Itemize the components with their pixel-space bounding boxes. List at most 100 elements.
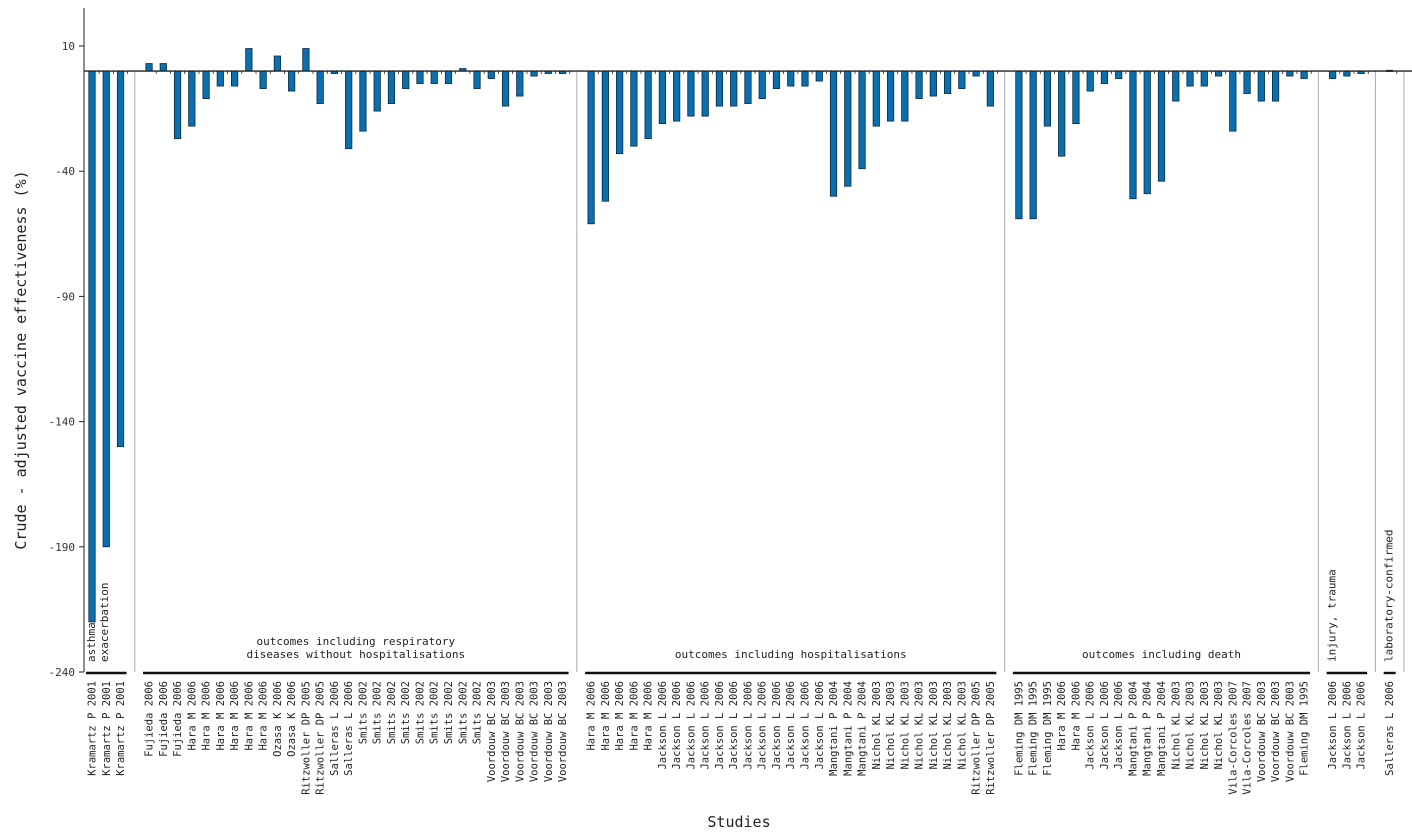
bar bbox=[829, 70, 838, 197]
category-label: Nichol KL 2003 bbox=[885, 681, 897, 770]
category-label: Nichol KL 2003 bbox=[899, 681, 911, 770]
bar bbox=[1157, 70, 1166, 182]
category-label: Ritzwoller DP 2005 bbox=[985, 681, 997, 795]
category-label: Mangtani P 2004 bbox=[857, 681, 869, 776]
category-label: Hara M 2006 bbox=[643, 681, 655, 751]
bar bbox=[944, 70, 952, 94]
bar bbox=[1300, 70, 1308, 79]
bar bbox=[630, 70, 638, 147]
bar bbox=[188, 70, 196, 127]
category-label: Hara M 2006 bbox=[201, 681, 213, 751]
category-label: Fleming DM 1995 bbox=[1013, 681, 1025, 776]
category-label: Smits 2002 bbox=[429, 681, 441, 744]
category-label: Nichol KL 2003 bbox=[942, 681, 954, 770]
bar bbox=[1172, 70, 1180, 102]
category-label: Smits 2002 bbox=[400, 681, 412, 744]
category-label: Nichol KL 2003 bbox=[1185, 681, 1197, 770]
category-label: Nichol KL 2003 bbox=[914, 681, 926, 770]
category-label: Voordouw BC 2003 bbox=[1256, 681, 1268, 782]
category-label: Mangtani P 2004 bbox=[842, 681, 854, 776]
group-label: outcomes including death bbox=[1082, 648, 1241, 661]
category-label: Ritzwoller DP 2005 bbox=[315, 681, 327, 795]
bar bbox=[373, 70, 381, 112]
category-label: Jackson L 2006 bbox=[671, 681, 683, 770]
category-label: Smits 2002 bbox=[372, 681, 384, 744]
group-label: outcomes including hospitalisations bbox=[675, 648, 907, 661]
y-tick-label: -240 bbox=[49, 666, 76, 679]
category-label: Jackson L 2006 bbox=[771, 681, 783, 770]
category-label: Nichol KL 2003 bbox=[1199, 681, 1211, 770]
category-label: Jackson L 2006 bbox=[1356, 681, 1368, 770]
category-label: Nichol KL 2003 bbox=[956, 681, 968, 770]
category-label: Nichol KL 2003 bbox=[1213, 681, 1225, 770]
category-label: Hara M 2006 bbox=[186, 681, 198, 751]
category-label: Hara M 2006 bbox=[614, 681, 626, 751]
category-label: Jackson L 2006 bbox=[657, 681, 669, 770]
bar bbox=[230, 70, 239, 87]
bar bbox=[787, 70, 795, 87]
category-labels: Kramartz P 2001 Kramartz P 2001 Kramartz P… bbox=[87, 681, 1397, 795]
bar bbox=[359, 70, 367, 132]
category-label: Kramartz P 2001 bbox=[115, 681, 127, 776]
bar bbox=[345, 70, 353, 150]
category-label: Hara M 2006 bbox=[229, 681, 241, 751]
y-axis: 10 -40 -90 -140 -190 -240 bbox=[49, 8, 85, 679]
bar bbox=[316, 70, 324, 104]
category-label: Jackson L 2006 bbox=[814, 681, 826, 770]
bar bbox=[159, 63, 167, 72]
bar bbox=[1329, 70, 1337, 79]
category-label: Voordouw BC 2003 bbox=[486, 681, 498, 782]
y-tick-label: 10 bbox=[62, 40, 75, 53]
bar bbox=[815, 70, 823, 82]
bar bbox=[758, 70, 766, 99]
category-label: Mangtani P 2004 bbox=[1156, 681, 1168, 776]
bar bbox=[801, 70, 809, 87]
bar bbox=[302, 48, 310, 72]
bar bbox=[1200, 70, 1208, 87]
bar bbox=[1214, 70, 1223, 77]
bar bbox=[772, 70, 781, 89]
category-label: Hara M 2006 bbox=[258, 681, 270, 751]
bar bbox=[886, 70, 895, 122]
category-label: Kramartz P 2001 bbox=[87, 681, 99, 776]
category-label: Voordouw BC 2003 bbox=[500, 681, 512, 782]
bar bbox=[402, 70, 410, 89]
group-separators bbox=[134, 71, 1405, 672]
category-label: Fujieda 2006 bbox=[158, 681, 170, 757]
bar bbox=[116, 70, 125, 448]
bar bbox=[516, 70, 524, 97]
group-label: exacerbation bbox=[98, 583, 111, 662]
bar bbox=[1257, 70, 1265, 102]
category-label: Nichol KL 2003 bbox=[871, 681, 883, 770]
bar bbox=[245, 48, 253, 72]
bar bbox=[858, 70, 866, 170]
group-label: diseases without hospitalisations bbox=[247, 648, 466, 661]
bar bbox=[1229, 70, 1237, 132]
bar bbox=[173, 70, 182, 140]
category-label: Voordouw BC 2003 bbox=[543, 681, 555, 782]
y-tick-label: -40 bbox=[55, 165, 75, 178]
bar bbox=[530, 70, 538, 77]
bar bbox=[259, 70, 267, 89]
bar bbox=[416, 70, 424, 84]
category-label: Fujieda 2006 bbox=[144, 681, 156, 757]
bar bbox=[102, 70, 110, 548]
bar bbox=[444, 70, 453, 84]
category-label: Vila-Corcoles 2007 bbox=[1227, 681, 1239, 795]
bar bbox=[972, 70, 980, 77]
bar bbox=[88, 70, 96, 623]
bar bbox=[929, 70, 937, 97]
category-label: Jackson L 2006 bbox=[1113, 681, 1125, 770]
bar bbox=[601, 70, 609, 202]
category-label: Nichol KL 2003 bbox=[1170, 681, 1182, 770]
bar bbox=[1100, 70, 1109, 84]
bar bbox=[844, 70, 852, 187]
bar bbox=[616, 70, 624, 155]
bar bbox=[915, 70, 923, 99]
category-label: Smits 2002 bbox=[472, 681, 484, 744]
bar bbox=[1243, 70, 1251, 94]
bar bbox=[901, 70, 909, 122]
y-tick-label: -90 bbox=[55, 290, 75, 303]
bar bbox=[1072, 70, 1080, 125]
